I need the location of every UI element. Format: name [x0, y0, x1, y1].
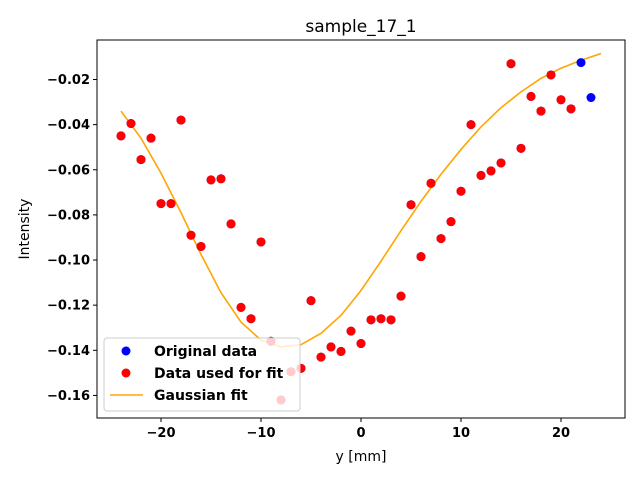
fit-data-point — [336, 346, 346, 356]
original-data-point — [576, 58, 586, 68]
y-tick-label: −0.02 — [47, 73, 90, 88]
fit-data-point — [456, 186, 466, 196]
fit-data-point — [446, 217, 456, 227]
legend-label-original: Original data — [154, 344, 257, 360]
legend-label-fit-data: Data used for fit — [154, 366, 284, 382]
y-tick-label: −0.08 — [47, 208, 90, 223]
fit-data-point — [196, 241, 206, 251]
fit-data-point — [126, 119, 136, 128]
fit-data-point — [146, 133, 156, 143]
fit-data-point — [516, 143, 526, 153]
chart-title: sample_17_1 — [305, 17, 416, 37]
x-tick-label: 0 — [356, 426, 365, 441]
fit-data-point — [416, 252, 426, 262]
fit-data-point — [376, 314, 386, 324]
fit-data-point — [256, 237, 266, 247]
fit-data-point — [326, 342, 336, 352]
fit-data-point — [136, 155, 146, 165]
y-axis-label: Intensity — [17, 199, 33, 260]
legend-label-gaussian: Gaussian fit — [154, 388, 248, 404]
y-tick-label: −0.10 — [47, 254, 90, 269]
y-tick-label: −0.12 — [47, 299, 90, 314]
fit-data-point — [226, 219, 236, 229]
fit-data-point — [476, 170, 486, 180]
fit-data-point — [316, 352, 326, 362]
fit-data-point — [356, 339, 366, 349]
fit-data-point — [216, 174, 226, 184]
fit-data-point — [406, 200, 416, 210]
x-tick-label: −10 — [247, 426, 276, 441]
x-axis: −20 −10 0 10 20 — [147, 418, 570, 441]
fit-data-point — [506, 59, 516, 69]
fit-data-point — [166, 199, 176, 209]
y-axis: −0.16 −0.14 −0.12 −0.10 −0.08 −0.06 −0.04 −0.02 — [47, 73, 97, 404]
fit-data-point — [396, 291, 406, 301]
x-tick-label: 20 — [552, 426, 570, 441]
fit-data-point — [546, 70, 556, 80]
fit-data-point — [526, 91, 536, 101]
fit-data-point — [436, 234, 446, 244]
y-tick-label: −0.14 — [47, 344, 90, 359]
gaussian-fit-line — [120, 52, 602, 348]
original-data-point — [586, 93, 596, 103]
fit-data-point — [426, 178, 436, 188]
fit-data-point — [386, 315, 396, 325]
x-tick-label: −20 — [147, 426, 176, 441]
legend-box — [103, 337, 301, 412]
legend-marker-fit-data — [121, 368, 131, 378]
x-axis-label: y [mm] — [336, 449, 387, 465]
fit-data-point — [116, 131, 126, 141]
fit-data-point — [496, 158, 506, 168]
fit-data-point — [536, 106, 546, 116]
fit-data-point — [556, 95, 566, 105]
fit-data-point — [306, 296, 316, 306]
fit-data-point — [206, 175, 216, 185]
fit-data-point — [156, 199, 166, 209]
fit-layer — [120, 52, 602, 348]
fit-data-point — [486, 166, 496, 176]
fit-data-point — [466, 120, 476, 130]
y-tick-label: −0.16 — [47, 389, 90, 404]
plot-area — [96, 39, 626, 419]
fit-data-point — [366, 315, 376, 325]
y-tick-label: −0.04 — [47, 118, 90, 133]
fit-data-point — [246, 314, 256, 324]
fit-data-point — [346, 326, 356, 336]
fit-data-point — [236, 302, 246, 312]
fit-data-point — [176, 115, 186, 125]
series-1 — [116, 59, 576, 405]
fit-data-point — [186, 230, 196, 240]
fit-data-point — [566, 104, 576, 114]
x-tick-label: 10 — [452, 426, 470, 441]
legend-marker-original — [121, 346, 131, 356]
legend: Original data Data used for fit Gaussian… — [103, 337, 301, 412]
y-tick-label: −0.06 — [47, 163, 90, 178]
points-layer — [116, 58, 596, 405]
